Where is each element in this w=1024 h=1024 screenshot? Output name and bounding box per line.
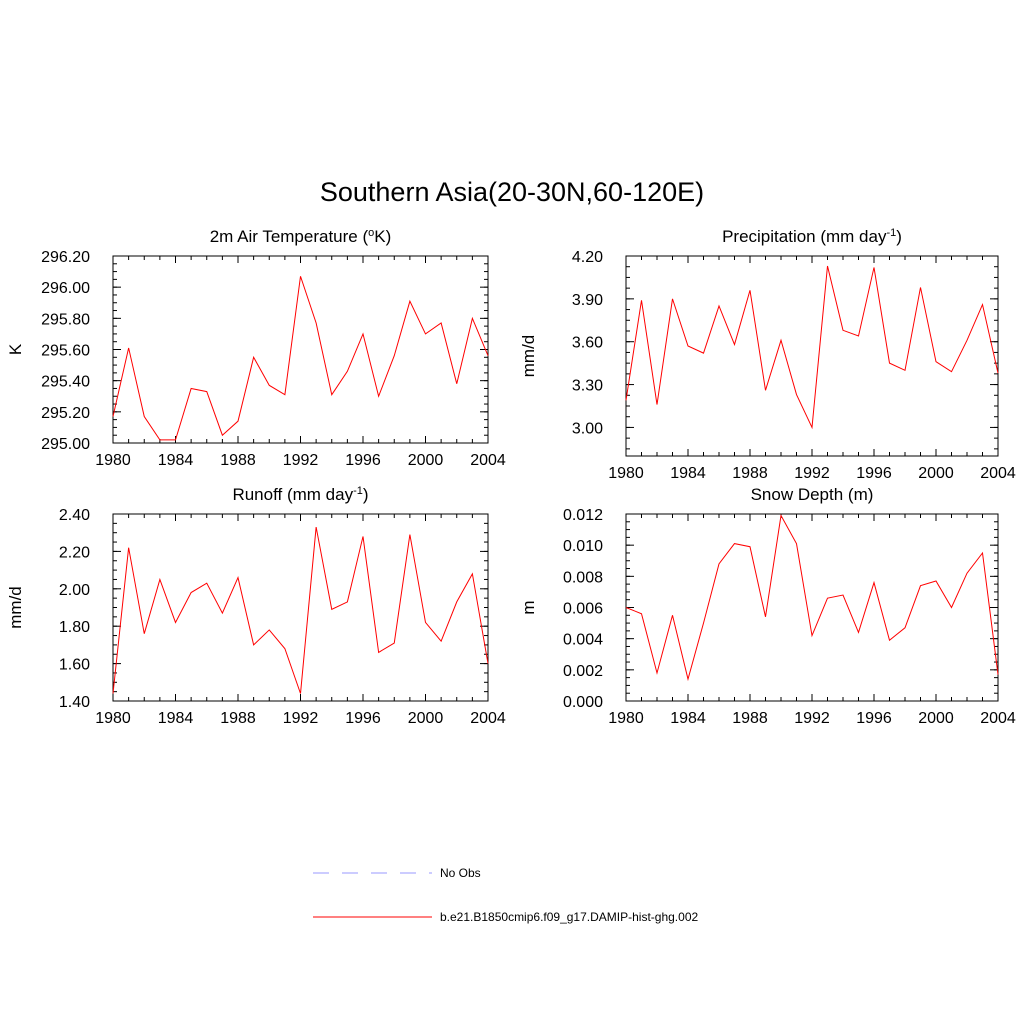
- y-axis-label: mm/d: [6, 586, 25, 629]
- series-line: [625, 514, 999, 682]
- x-tick-label: 2004: [980, 710, 1016, 727]
- y-tick-label: 296.20: [41, 249, 90, 266]
- y-tick-label: 295.00: [41, 436, 90, 453]
- legend: No Obs b.e21.B1850cmip6.f09_g17.DAMIP-his…: [313, 866, 698, 924]
- y-tick-label: 2.00: [59, 582, 90, 599]
- x-tick-label: 1996: [856, 465, 892, 482]
- y-tick-label: 0.002: [563, 663, 603, 680]
- y-tick-label: 0.010: [563, 538, 603, 555]
- x-tick-label: 2004: [980, 465, 1016, 482]
- y-tick-label: 3.90: [572, 292, 603, 309]
- y-tick-label: 3.30: [572, 378, 603, 395]
- legend-label: No Obs: [440, 866, 481, 880]
- panel-title: Runoff (mm day-1): [232, 485, 368, 504]
- x-tick-label: 2000: [918, 710, 954, 727]
- y-tick-label: 295.40: [41, 374, 90, 391]
- y-tick-label: 3.60: [572, 335, 603, 352]
- legend-item: No Obs: [313, 866, 481, 880]
- x-tick-label: 1996: [345, 452, 381, 469]
- x-tick-label: 1980: [95, 710, 131, 727]
- y-tick-label: 295.20: [41, 405, 90, 422]
- y-tick-label: 2.40: [59, 507, 90, 524]
- x-tick-label: 2000: [918, 465, 954, 482]
- panel-snow-depth: Snow Depth (m) m 1980 1984 1988 1992 1996 2000 2…: [519, 485, 1016, 727]
- panel-runoff: Runoff (mm day-1) mm/d 1980 1984 1988 1992 199…: [6, 485, 506, 727]
- x-tick-label: 1992: [794, 465, 830, 482]
- plot-frame: [625, 513, 999, 702]
- y-tick-label: 1.80: [59, 619, 90, 636]
- x-tick-label: 1980: [95, 452, 131, 469]
- x-tick-label: 2004: [470, 452, 506, 469]
- series-line: [112, 526, 489, 694]
- title-superscript: -1: [886, 227, 896, 239]
- x-tick-label: 2004: [470, 710, 506, 727]
- y-tick-label: 0.004: [563, 632, 603, 649]
- x-tick-label: 1984: [158, 710, 194, 727]
- x-tick-label: 1988: [732, 465, 768, 482]
- y-tick-label: 2.20: [59, 544, 90, 561]
- y-axis-label: K: [6, 343, 25, 355]
- x-tick-label: 1984: [158, 452, 194, 469]
- title-superscript: -1: [353, 485, 363, 497]
- x-tick-label: 1988: [220, 710, 256, 727]
- x-tick-label: 1980: [608, 710, 644, 727]
- x-tick-label: 1988: [220, 452, 256, 469]
- title-superscript: o: [368, 227, 374, 239]
- panels: 2m Air Temperature (oK) K 1980 1984 1988 1992…: [6, 227, 1016, 727]
- x-tick-label: 1984: [670, 710, 706, 727]
- series-line: [112, 276, 489, 441]
- panel-title: Precipitation (mm day-1): [722, 227, 902, 246]
- y-tick-label: 1.40: [59, 694, 90, 711]
- panel-title: 2m Air Temperature (oK): [210, 227, 392, 246]
- panel-temperature: 2m Air Temperature (oK) K 1980 1984 1988 1992…: [6, 227, 506, 469]
- series-line: [625, 265, 999, 430]
- legend-item: b.e21.B1850cmip6.f09_g17.DAMIP-hist-ghg.…: [313, 910, 698, 924]
- y-tick-label: 295.60: [41, 343, 90, 360]
- y-tick-label: 295.80: [41, 311, 90, 328]
- x-tick-label: 1984: [670, 465, 706, 482]
- y-axis-label: m: [519, 600, 538, 614]
- y-tick-label: 1.60: [59, 657, 90, 674]
- x-tick-label: 1980: [608, 465, 644, 482]
- x-tick-label: 2000: [408, 452, 444, 469]
- y-tick-label: 296.00: [41, 280, 90, 297]
- y-axis-label: mm/d: [519, 335, 538, 378]
- x-tick-label: 2000: [408, 710, 444, 727]
- y-tick-label: 3.00: [572, 420, 603, 437]
- panel-precipitation: Precipitation (mm day-1) mm/d 1980 1984 1988…: [519, 227, 1016, 482]
- panel-title: Snow Depth (m): [751, 485, 874, 504]
- plot-frame: [112, 513, 489, 702]
- y-tick-label: 0.000: [563, 694, 603, 711]
- x-tick-label: 1992: [283, 710, 319, 727]
- title-suffix: ): [363, 485, 369, 504]
- x-tick-label: 1996: [856, 710, 892, 727]
- legend-label: b.e21.B1850cmip6.f09_g17.DAMIP-hist-ghg.…: [440, 910, 698, 924]
- x-tick-label: 1988: [732, 710, 768, 727]
- y-tick-label: 4.20: [572, 249, 603, 266]
- x-tick-label: 1996: [345, 710, 381, 727]
- y-tick-label: 0.008: [563, 569, 603, 586]
- title-suffix: K): [374, 227, 391, 246]
- y-tick-label: 0.012: [563, 507, 603, 524]
- x-tick-label: 1992: [794, 710, 830, 727]
- x-tick-label: 1992: [283, 452, 319, 469]
- title-suffix: ): [896, 227, 902, 246]
- figure-title: Southern Asia(20-30N,60-120E): [320, 177, 704, 207]
- plot-frame: [112, 255, 489, 444]
- y-tick-label: 0.006: [563, 601, 603, 618]
